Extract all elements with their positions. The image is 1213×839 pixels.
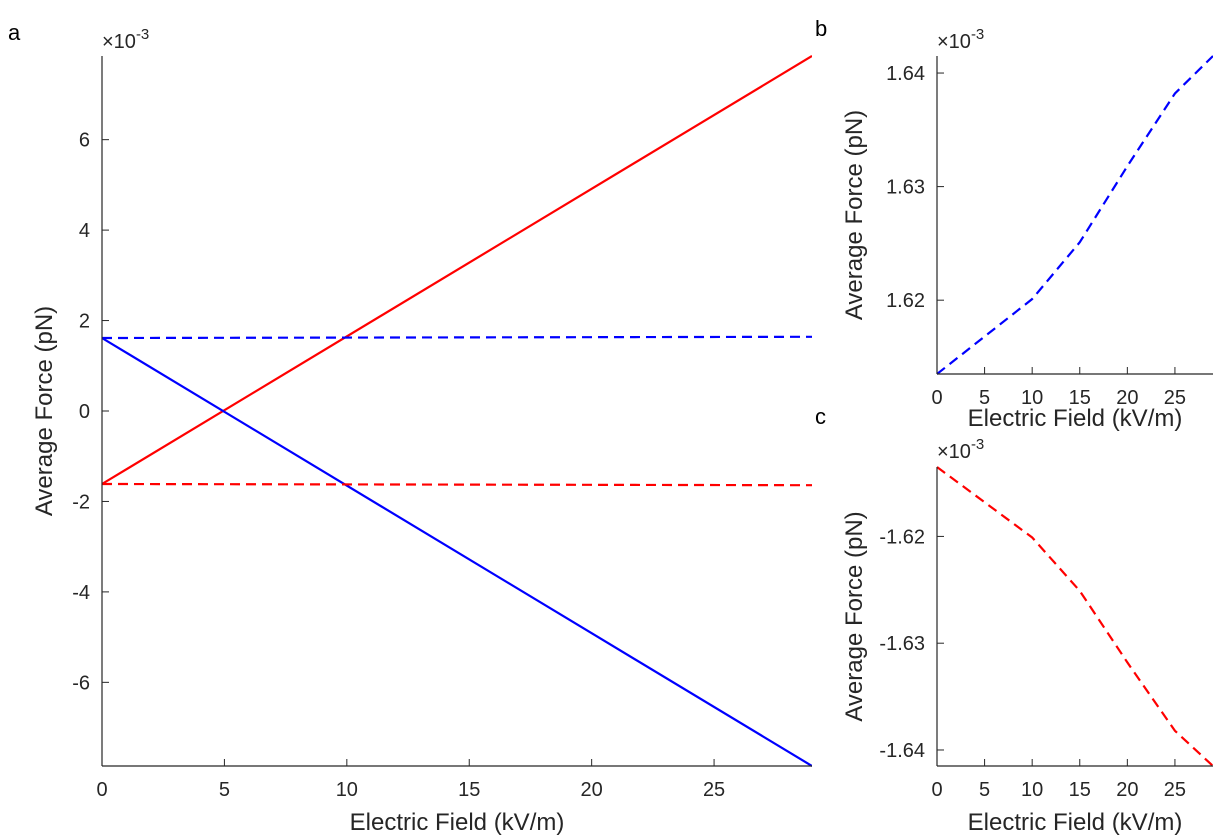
y-tick-label: -2 — [72, 491, 90, 513]
x-tick-label: 20 — [581, 779, 603, 801]
x-tick-label: 0 — [96, 779, 107, 801]
y-tick-label: 6 — [79, 130, 90, 152]
x-axis-label: Electric Field (kV/m) — [968, 405, 1183, 432]
y-tick-label: 2 — [79, 311, 90, 333]
x-tick-label: 15 — [458, 779, 480, 801]
y-exponent-label: ×10-3 — [937, 26, 984, 53]
x-tick-label: 25 — [1164, 387, 1186, 409]
series-line-a-2 — [102, 335, 812, 340]
y-exponent-power: -3 — [136, 26, 149, 43]
x-tick-label: 10 — [1021, 387, 1043, 409]
x-tick-label: 10 — [1021, 779, 1043, 801]
y-axis-label: Average Force (pN) — [841, 110, 868, 320]
x-tick-label: 0 — [931, 387, 942, 409]
x-tick-label: 0 — [931, 779, 942, 801]
panel-letter: c — [815, 404, 826, 429]
x-tick-label: 5 — [979, 779, 990, 801]
y-axis-label: Average Force (pN) — [841, 511, 868, 721]
y-exponent-power: -3 — [971, 436, 984, 453]
y-exponent-label: ×10-3 — [937, 436, 984, 463]
series-line-a-3 — [102, 482, 812, 487]
x-tick-label: 5 — [219, 779, 230, 801]
x-axis-label: Electric Field (kV/m) — [968, 809, 1183, 836]
panel-letter: a — [8, 20, 21, 45]
y-tick-label: -1.62 — [879, 526, 925, 548]
y-tick-label: 1.63 — [886, 177, 925, 199]
series-line-a-1 — [102, 337, 812, 767]
x-tick-label: 25 — [1164, 779, 1186, 801]
x-tick-label: 5 — [979, 387, 990, 409]
x-tick-label: 15 — [1069, 779, 1091, 801]
x-tick-label: 15 — [1069, 387, 1091, 409]
y-tick-label: -1.63 — [879, 633, 925, 655]
panel-letter: b — [815, 16, 827, 41]
y-tick-label: 1.62 — [886, 290, 925, 312]
panel-b: 0 5 10 15 20 25 1.64 1.63 1.62 Electric Field (kV… — [815, 16, 1213, 432]
y-tick-label: -6 — [72, 672, 90, 694]
y-tick-label: 4 — [79, 220, 90, 242]
series-line-a-0 — [102, 55, 812, 485]
y-exponent-label: ×10-3 — [102, 26, 149, 53]
x-tick-label: 20 — [1116, 387, 1138, 409]
x-tick-label: 10 — [336, 779, 358, 801]
y-exponent-power: -3 — [971, 26, 984, 43]
series-line-c-0 — [937, 466, 1213, 767]
y-tick-label: -4 — [72, 582, 90, 604]
x-axis-label: Electric Field (kV/m) — [350, 809, 565, 836]
x-tick-label: 20 — [1116, 779, 1138, 801]
y-tick-label: 1.64 — [886, 63, 925, 85]
x-tick-label: 25 — [703, 779, 725, 801]
y-axis-label: Average Force (pN) — [31, 306, 58, 516]
y-tick-label: -1.64 — [879, 740, 925, 762]
y-tick-label: 0 — [79, 401, 90, 423]
series-line-b-0 — [937, 55, 1213, 375]
panel-c: 0 5 10 15 20 25 -1.62 -1.63 -1.64 Electric Field … — [815, 404, 1213, 836]
